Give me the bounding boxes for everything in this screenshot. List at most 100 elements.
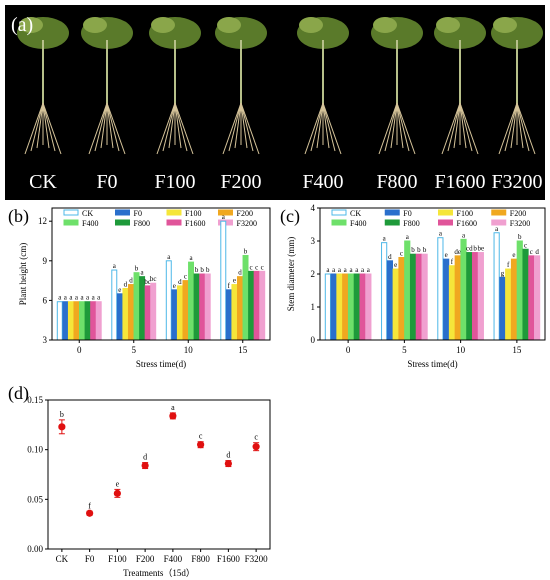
bar xyxy=(182,280,189,341)
bar-letter: cd xyxy=(466,245,473,253)
plant-root xyxy=(94,102,108,152)
bar xyxy=(522,248,529,341)
plant-root xyxy=(42,102,62,155)
plant-root xyxy=(322,102,330,149)
plant-root xyxy=(222,102,242,155)
bar-letter: a xyxy=(367,266,371,274)
legend-swatch xyxy=(331,209,347,216)
bar-letter: a xyxy=(75,294,79,302)
plant-root xyxy=(316,102,324,149)
bar-letter: a xyxy=(338,266,342,274)
bar-letter: b xyxy=(518,233,522,241)
plant-root xyxy=(234,102,242,149)
legend-label: CK xyxy=(82,209,93,218)
bar xyxy=(139,276,146,341)
bar xyxy=(165,260,172,341)
plant-root xyxy=(378,102,398,155)
plant-root xyxy=(441,102,461,155)
x-tick-label: 0 xyxy=(77,345,82,355)
bar-letter: b xyxy=(206,266,210,274)
bar-letter: a xyxy=(141,269,145,277)
legend-label: F200 xyxy=(510,209,526,218)
y-tick-label: 0 xyxy=(311,335,316,345)
plant-root xyxy=(459,102,473,152)
bar-letter: a xyxy=(495,225,499,233)
legend-swatch xyxy=(491,219,507,226)
plant-root xyxy=(24,102,44,155)
plant-root xyxy=(516,102,524,149)
charts-area: (b) (c) (d) CK F0 F100 F200 F400 F800 F1600 F32… xyxy=(8,203,546,578)
data-point xyxy=(197,441,205,449)
bar-letter: d xyxy=(178,278,182,286)
bar xyxy=(231,284,238,341)
plant-leaves xyxy=(436,17,460,33)
plant-root xyxy=(174,102,194,155)
legend-swatch xyxy=(115,209,130,216)
bar xyxy=(84,301,91,341)
bar-letter: a xyxy=(92,294,96,302)
bar-letter: a xyxy=(64,294,68,302)
bar-letter: a xyxy=(361,266,365,274)
point-letter: c xyxy=(199,432,203,441)
point-letter: a xyxy=(171,403,175,412)
bar-letter: a xyxy=(355,266,359,274)
bar xyxy=(404,240,411,341)
legend-label: F3200 xyxy=(237,219,257,228)
bar xyxy=(415,253,422,341)
plant-leaves xyxy=(83,17,107,33)
bar-letter: b xyxy=(200,266,204,274)
plant-leaves xyxy=(373,17,397,33)
bar xyxy=(398,257,405,341)
plant-root xyxy=(42,102,56,152)
plant-root xyxy=(174,102,188,152)
data-point xyxy=(141,461,149,470)
plant-leaves xyxy=(299,17,323,33)
bar xyxy=(133,272,140,341)
bar xyxy=(534,255,541,341)
bar xyxy=(188,261,195,341)
plant-root xyxy=(156,102,176,155)
plant-root xyxy=(504,102,518,152)
y-tick-label: 0.00 xyxy=(27,544,43,554)
plant-label: F100 xyxy=(154,171,195,193)
bar-letter: c xyxy=(400,250,403,258)
bar-letter: a xyxy=(326,266,330,274)
bar xyxy=(225,289,232,341)
data-point xyxy=(224,459,232,468)
bar xyxy=(122,288,129,341)
bar xyxy=(386,260,394,341)
bar xyxy=(353,273,360,341)
plant-root xyxy=(396,102,410,152)
x-tick-label: F200 xyxy=(136,554,155,564)
plant-root xyxy=(100,102,108,149)
plant-root xyxy=(322,102,336,152)
bar-letter: e xyxy=(233,277,236,285)
bar xyxy=(466,252,473,341)
x-tick-label: 15 xyxy=(512,345,522,355)
bar-letter: be xyxy=(478,245,485,253)
bar xyxy=(421,253,428,341)
bar xyxy=(199,273,206,341)
bar-letter: c xyxy=(530,248,533,256)
bar-letter: e xyxy=(512,251,515,259)
plant-root xyxy=(106,102,114,149)
bar xyxy=(193,273,200,341)
bar xyxy=(516,240,523,341)
bar-letter: a xyxy=(462,231,466,239)
bar xyxy=(359,273,366,341)
plant-root xyxy=(516,102,530,152)
bar xyxy=(330,273,337,341)
bar xyxy=(381,242,388,341)
x-tick-label: F0 xyxy=(85,554,95,564)
bar-letter: b xyxy=(423,246,427,254)
plot-frame xyxy=(47,399,271,550)
legend-label: F800 xyxy=(134,219,150,228)
x-tick-label: 10 xyxy=(456,345,466,355)
legend-swatch xyxy=(384,209,400,216)
bar xyxy=(499,276,506,341)
bar-letter: b xyxy=(244,248,248,256)
plant-root xyxy=(240,102,254,152)
plant-root xyxy=(174,102,182,149)
plant-root xyxy=(106,102,120,152)
panel-d-label: (d) xyxy=(8,383,29,404)
